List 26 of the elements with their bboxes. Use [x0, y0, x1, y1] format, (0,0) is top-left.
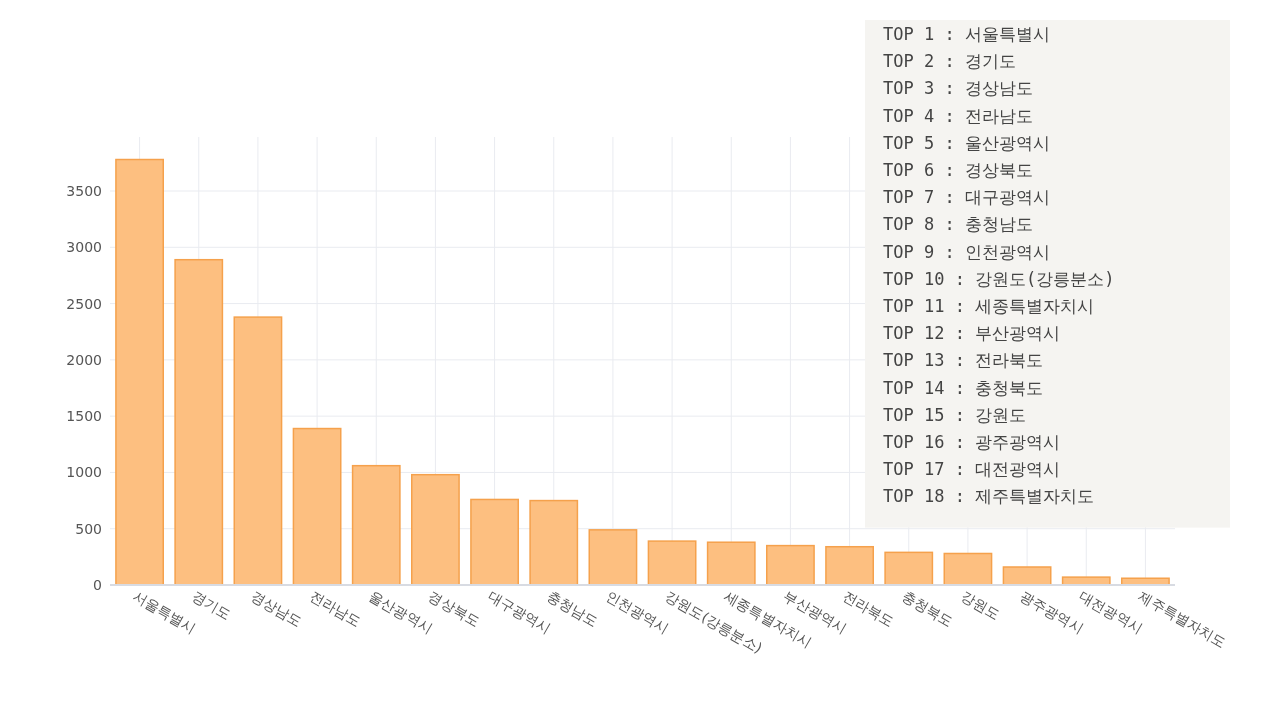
text: TOP 3 : 경상남도	[883, 78, 1033, 99]
text: TOP 4 : 전라남도	[883, 105, 1033, 126]
annotation: TOP 11 : 세종특별자치시	[883, 296, 1095, 316]
annotation: TOP 16 : 광주광역시	[883, 432, 1061, 452]
y-tick-label: 1500	[66, 408, 102, 425]
annotation: TOP 5 : 울산광역시	[883, 132, 1050, 153]
y-tick-label: 500	[75, 520, 102, 537]
text: TOP 2 : 경기도	[883, 51, 1016, 72]
y-tick-label: 0	[93, 577, 102, 593]
annotation: TOP 6 : 경상북도	[883, 160, 1033, 180]
text: TOP 1 : 서울특별시	[883, 24, 1050, 44]
annotation: TOP 7 : 대구광역시	[883, 187, 1050, 208]
annotation: TOP 17 : 대전광역시	[883, 459, 1061, 480]
annotation: TOP 15 : 강원도	[883, 404, 1027, 425]
y-tick-label: 1000	[66, 464, 102, 481]
y-tick-label: 3500	[66, 183, 102, 200]
annotation: TOP 14 : 충청북도	[883, 377, 1044, 398]
annotation: TOP 8 : 충청남도	[883, 214, 1033, 235]
annotation: TOP 18 : 제주특별자치도	[883, 486, 1095, 507]
y-tick-label: 2000	[66, 351, 102, 368]
annotation: TOP 9 : 인천광역시	[883, 241, 1050, 262]
annotation: TOP 12 : 부산광역시	[883, 323, 1061, 344]
annotation: TOP 10 : 강원도(강릉분소)	[883, 268, 1115, 289]
annotation: TOP 13 : 전라북도	[883, 350, 1044, 371]
y-tick-label: 2500	[66, 295, 102, 312]
y-tick-label: 3000	[66, 239, 102, 256]
